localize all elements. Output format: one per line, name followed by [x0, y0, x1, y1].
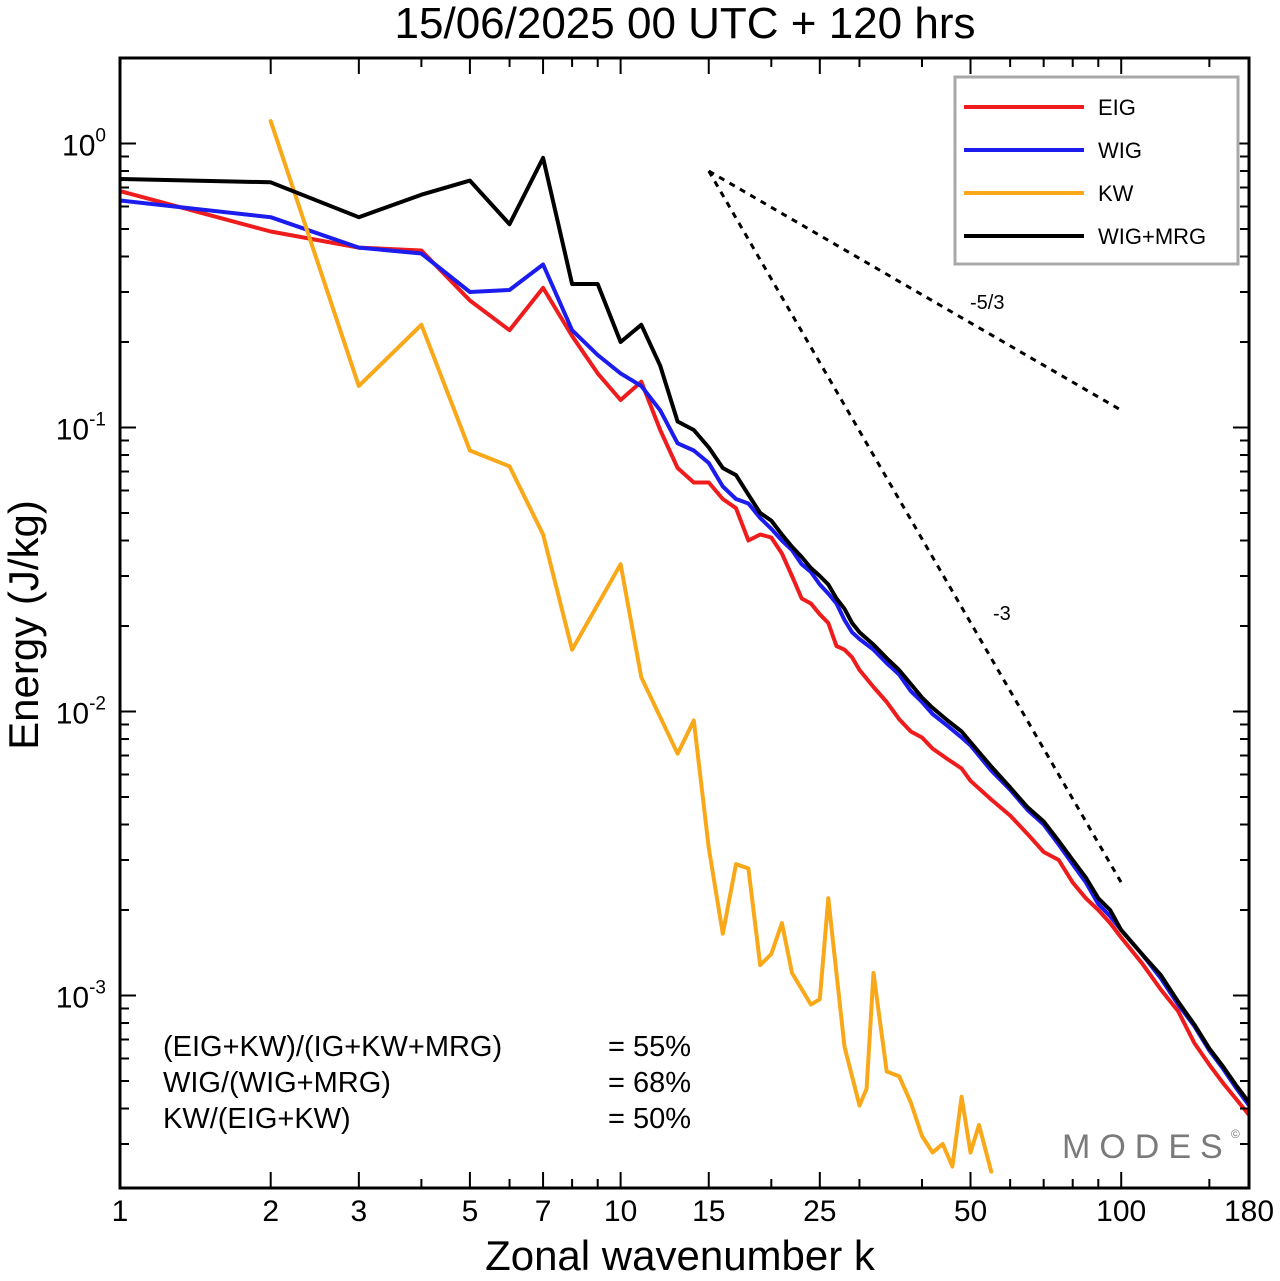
legend: EIG WIG KW WIG+MRG [953, 75, 1240, 266]
axis-ticks: 1 2 3 5 7 10 15 25 50 100 180 100 10-1 10-2 10-3 [56, 58, 1274, 1228]
series-line-wig-mrg [120, 155, 1249, 1105]
x-tick-label: 15 [692, 1195, 725, 1228]
chart-title: 15/06/2025 00 UTC + 120 hrs [395, 0, 976, 48]
x-tick-label: 1 [112, 1195, 129, 1228]
x-tick-label: 180 [1224, 1195, 1274, 1228]
x-axis-title: Zonal wavenumber k [485, 1232, 876, 1279]
y-tick-label: 10-1 [56, 409, 106, 446]
ratio-annotations: (EIG+KW)/(IG+KW+MRG) = 55% WIG/(WIG+MRG) = … [163, 1031, 691, 1135]
reference-line-label: -5/3 [970, 292, 1004, 314]
reference-line-label: -3 [993, 603, 1011, 625]
x-tick-label: 3 [351, 1195, 368, 1228]
reference-line-minus-3 [707, 170, 1123, 884]
y-tick-label: 100 [62, 125, 106, 162]
plot-frame [118, 56, 1251, 1190]
series-layer [120, 119, 1249, 1174]
ratio-value: = 55% [608, 1031, 691, 1063]
legend-label-eig: EIG [1098, 95, 1136, 120]
x-tick-label: 100 [1096, 1195, 1146, 1228]
watermark-copyright: © [1231, 1127, 1240, 1141]
x-tick-label: 10 [604, 1195, 637, 1228]
x-tick-label: 5 [462, 1195, 479, 1228]
y-tick-label: 10-2 [56, 694, 106, 731]
reference-slope-layer: -5/3 -3 [707, 169, 1123, 884]
ratio-label: (EIG+KW)/(IG+KW+MRG) [163, 1031, 502, 1063]
x-tick-label: 2 [262, 1195, 279, 1228]
legend-label-wig: WIG [1098, 138, 1142, 163]
watermark-text: MODES [1062, 1128, 1232, 1166]
reference-line-minus-5-3 [708, 169, 1122, 412]
series-line-eig [120, 189, 1249, 1117]
legend-label-wig-mrg: WIG+MRG [1098, 224, 1206, 249]
x-tick-label: 25 [803, 1195, 836, 1228]
y-axis-title: Energy (J/kg) [0, 500, 47, 750]
series-line-wig [120, 198, 1249, 1108]
watermark: MODES © [1062, 1127, 1240, 1166]
series-line-kw [268, 119, 994, 1174]
ratio-value: = 50% [608, 1103, 691, 1135]
ratio-label: WIG/(WIG+MRG) [163, 1067, 391, 1099]
x-tick-label: 7 [535, 1195, 552, 1228]
ratio-label: KW/(EIG+KW) [163, 1103, 351, 1135]
legend-label-kw: KW [1098, 181, 1134, 206]
ratio-value: = 68% [608, 1067, 691, 1099]
x-tick-label: 50 [954, 1195, 987, 1228]
y-tick-label: 10-3 [56, 978, 106, 1015]
